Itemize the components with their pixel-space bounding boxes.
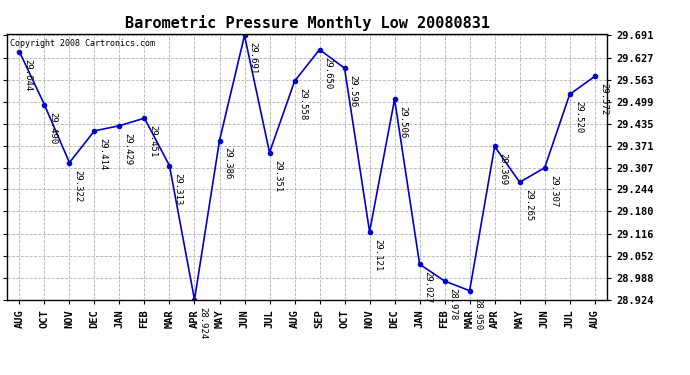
Text: 29.572: 29.572 <box>599 83 608 116</box>
Text: 29.313: 29.313 <box>174 172 183 205</box>
Text: 29.558: 29.558 <box>299 88 308 120</box>
Text: 29.307: 29.307 <box>549 175 558 207</box>
Text: 29.386: 29.386 <box>224 147 233 180</box>
Text: 29.644: 29.644 <box>23 58 32 91</box>
Text: 29.506: 29.506 <box>399 106 408 138</box>
Text: 29.490: 29.490 <box>48 112 57 144</box>
Text: 29.265: 29.265 <box>524 189 533 221</box>
Text: 29.520: 29.520 <box>574 101 583 134</box>
Text: 29.351: 29.351 <box>274 159 283 192</box>
Text: 28.978: 28.978 <box>448 288 457 320</box>
Title: Barometric Pressure Monthly Low 20080831: Barometric Pressure Monthly Low 20080831 <box>125 15 489 31</box>
Text: 28.924: 28.924 <box>199 307 208 339</box>
Text: 29.429: 29.429 <box>124 133 132 165</box>
Text: 29.596: 29.596 <box>348 75 357 107</box>
Text: 29.369: 29.369 <box>499 153 508 186</box>
Text: 29.027: 29.027 <box>424 271 433 303</box>
Text: 29.414: 29.414 <box>99 138 108 170</box>
Text: 29.322: 29.322 <box>74 170 83 202</box>
Text: 29.691: 29.691 <box>248 42 257 75</box>
Text: 29.650: 29.650 <box>324 57 333 89</box>
Text: 29.121: 29.121 <box>374 239 383 271</box>
Text: 28.950: 28.950 <box>474 298 483 330</box>
Text: 29.451: 29.451 <box>148 125 157 158</box>
Text: Copyright 2008 Cartronics.com: Copyright 2008 Cartronics.com <box>10 39 155 48</box>
